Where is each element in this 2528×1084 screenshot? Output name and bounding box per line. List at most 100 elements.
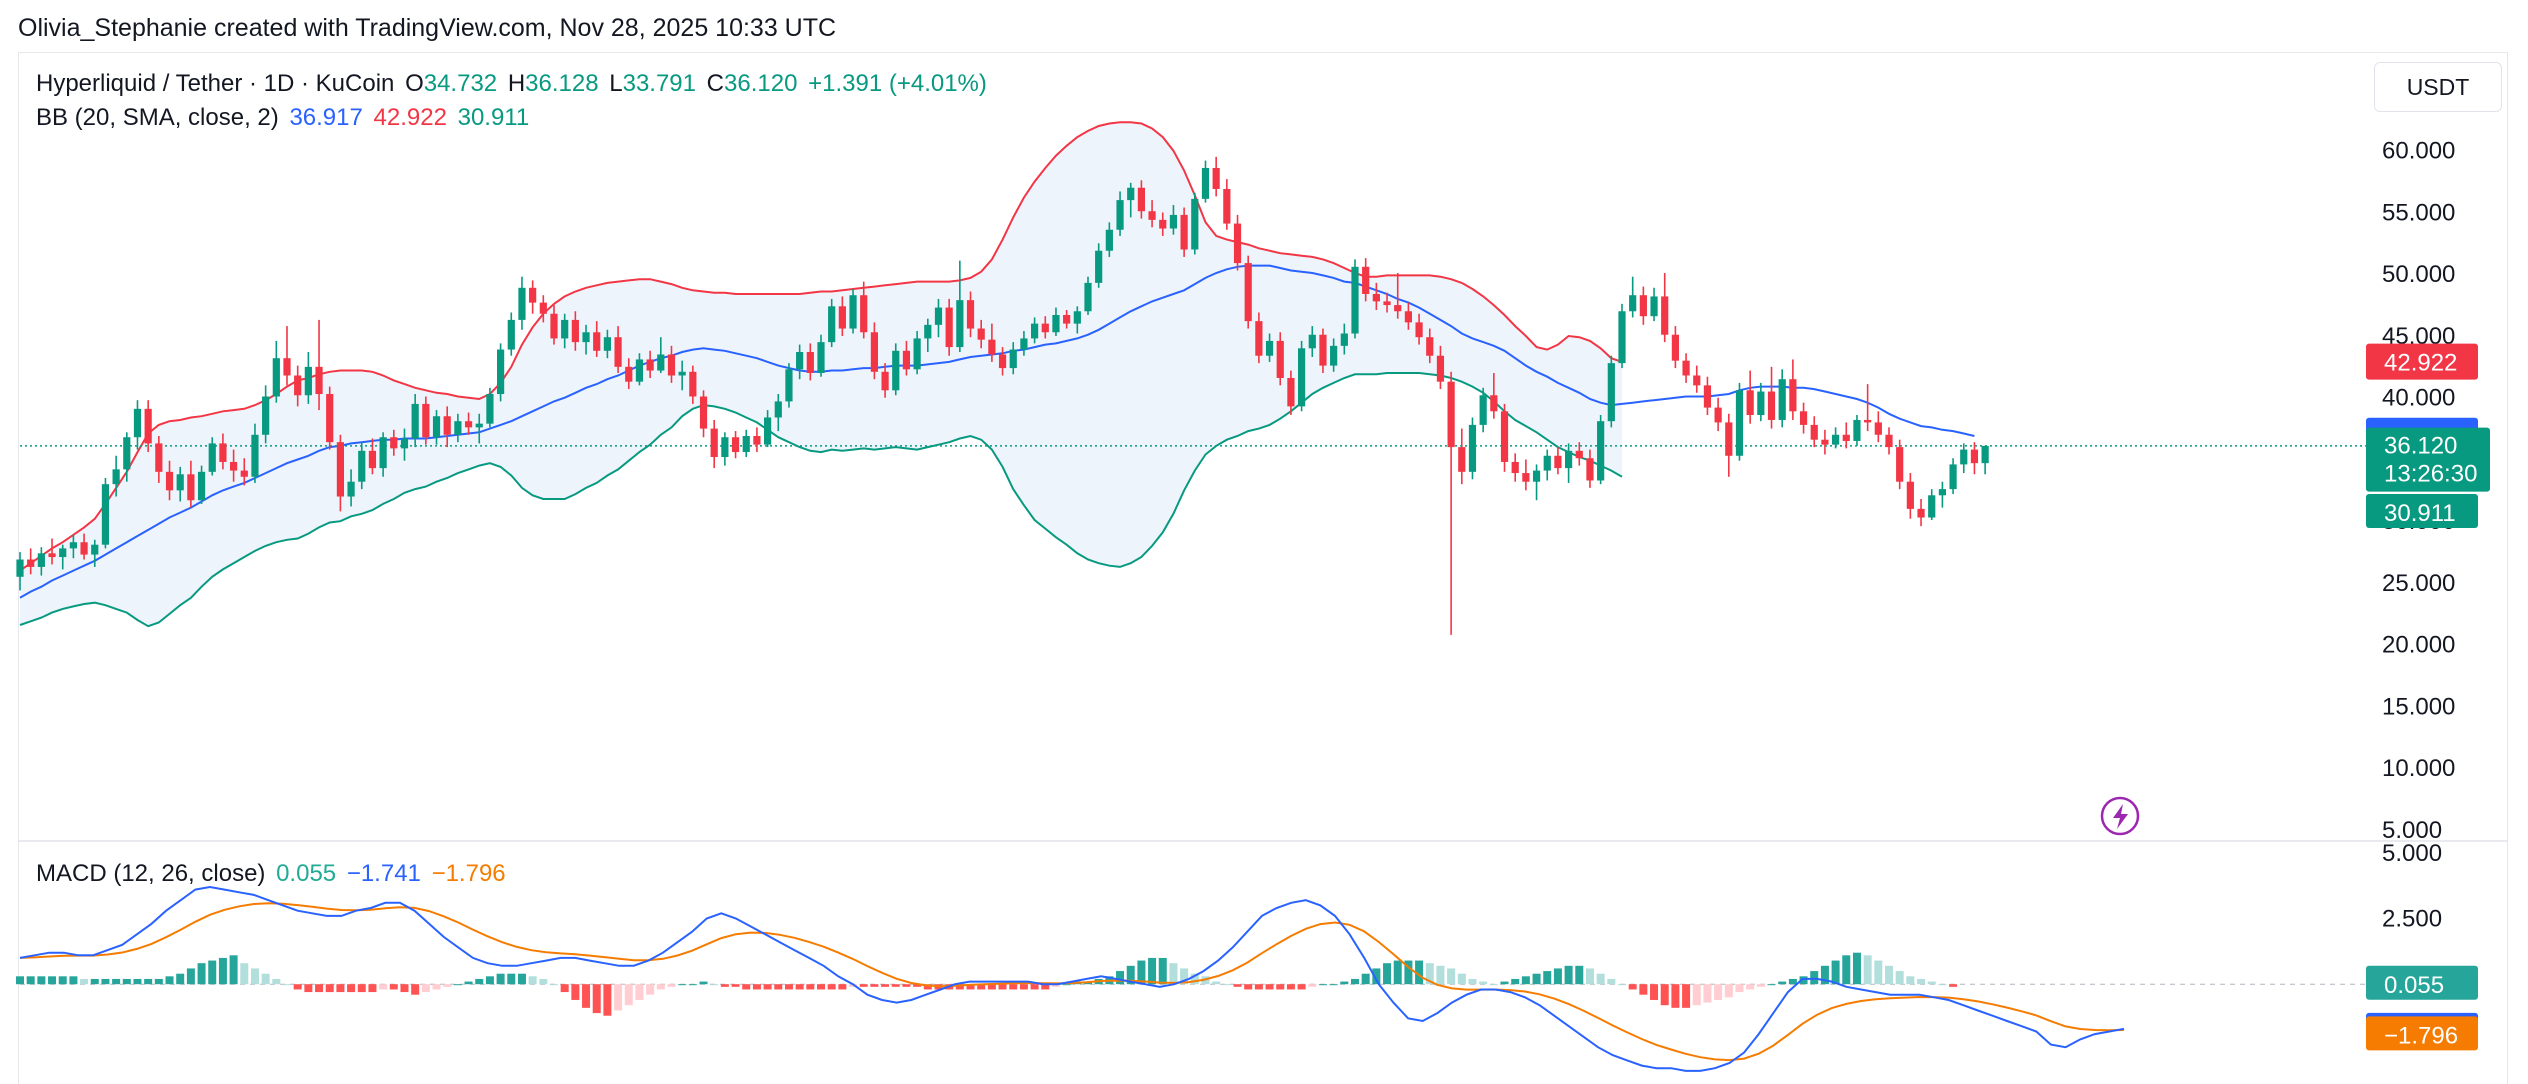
candle-body [806, 352, 814, 374]
candle [1169, 205, 1178, 235]
candle [59, 544, 67, 570]
symbol-legend: Hyperliquid / Tether · 1D · KuCoin O34.7… [36, 70, 991, 98]
candle [144, 400, 152, 453]
candle-body [849, 295, 857, 329]
candle [1511, 453, 1519, 482]
candle [1607, 355, 1615, 428]
candle [1746, 370, 1754, 424]
candle-body [486, 394, 494, 424]
candle-body [1255, 321, 1263, 356]
candle-body [966, 300, 975, 329]
macd-hist-bar [560, 984, 569, 993]
macd-signal-tag-text: −1.796 [2384, 1022, 2458, 1049]
candle-body [208, 443, 216, 472]
candle-body [571, 319, 579, 343]
candle-body [336, 442, 344, 497]
lightning-icon[interactable] [2100, 796, 2140, 836]
macd-hist-bar [1660, 984, 1669, 1006]
bb-basis-line [19, 264, 1975, 599]
bb-label[interactable]: BB (20, SMA, close, 2) [36, 104, 279, 131]
currency-selector[interactable]: USDT [2374, 62, 2502, 112]
candle [945, 298, 953, 356]
macd-hist-bar [528, 976, 537, 985]
candle-body [785, 369, 793, 402]
candle [251, 423, 259, 483]
macd-hist-bar [1329, 984, 1338, 986]
macd-hist-bar [357, 984, 366, 993]
candle [796, 344, 804, 380]
candle-body [902, 350, 911, 370]
macd-hist-bar [592, 984, 601, 1014]
macd-hist-bar [379, 984, 388, 990]
countdown-text: 13:26:30 [2384, 461, 2477, 488]
candle-body [1650, 296, 1658, 317]
macd-hist-bar [1479, 981, 1488, 985]
price-tick-label: 20.000 [2382, 632, 2455, 659]
candle [1052, 307, 1060, 336]
candle [1928, 489, 1936, 520]
macd-label[interactable]: MACD (12, 26, close) [36, 860, 266, 887]
candle-body [1020, 338, 1028, 350]
candle [1308, 326, 1316, 357]
candle [1233, 214, 1242, 271]
candle-body [710, 428, 718, 458]
change-value: +1.391 (+4.01%) [808, 70, 987, 97]
candle [699, 390, 708, 438]
price-tick-label: 15.000 [2382, 693, 2455, 720]
candle [924, 318, 932, 353]
candle-body [390, 437, 398, 449]
candle-body [1500, 411, 1509, 462]
candle [1041, 316, 1049, 339]
macd-hist-bar [1863, 955, 1872, 985]
candle [539, 295, 547, 323]
symbol-title[interactable]: Hyperliquid / Tether · 1D · KuCoin [36, 70, 395, 97]
candle-body [1009, 349, 1017, 369]
macd-hist-bar [571, 984, 580, 1000]
candle [571, 311, 579, 351]
candle [561, 313, 569, 349]
candle [892, 343, 900, 396]
candle [1148, 200, 1156, 228]
candle-body [1639, 295, 1647, 317]
candle [1265, 333, 1274, 362]
candle-body [678, 371, 686, 376]
candle [304, 352, 312, 404]
macd-hist-bar [1596, 973, 1605, 985]
macd-hist-bar [720, 984, 729, 987]
macd-hist-bar [1436, 965, 1445, 985]
macd-hist-bar [1618, 984, 1626, 986]
macd-hist-bar [1511, 978, 1520, 985]
candle [1351, 259, 1359, 339]
candle [1362, 258, 1370, 302]
macd-hist-bar [870, 984, 879, 987]
candle-body [1287, 377, 1295, 407]
macd-hist-bar [1041, 984, 1050, 990]
candle-body [1532, 470, 1541, 482]
candle-body [144, 408, 152, 444]
candle [870, 322, 878, 380]
candle [582, 324, 590, 355]
open-value: 34.732 [423, 70, 498, 97]
macd-hist-bar [1767, 984, 1776, 986]
candle-body [614, 337, 622, 367]
macd-hist-bar [16, 976, 24, 985]
macd-hist-bar [1906, 976, 1915, 985]
macd-hist-bar [1265, 984, 1274, 990]
candle [123, 432, 131, 482]
candle [1084, 276, 1092, 315]
macd-hist-bar [1190, 973, 1199, 985]
candle-body [945, 307, 953, 348]
candle-body [1351, 266, 1359, 334]
candle-body [1276, 340, 1284, 378]
macd-hist-bar [186, 968, 195, 985]
candle [764, 410, 772, 448]
upper-band-tag-text: 42.922 [2384, 350, 2457, 377]
macd-hist-bar [710, 984, 719, 986]
candle [1757, 382, 1765, 422]
candle-body [1917, 508, 1925, 518]
macd-hist-bar [154, 978, 163, 985]
macd-hist-bar [1895, 971, 1904, 985]
candle-body [1458, 447, 1466, 472]
candle-body [91, 544, 99, 555]
